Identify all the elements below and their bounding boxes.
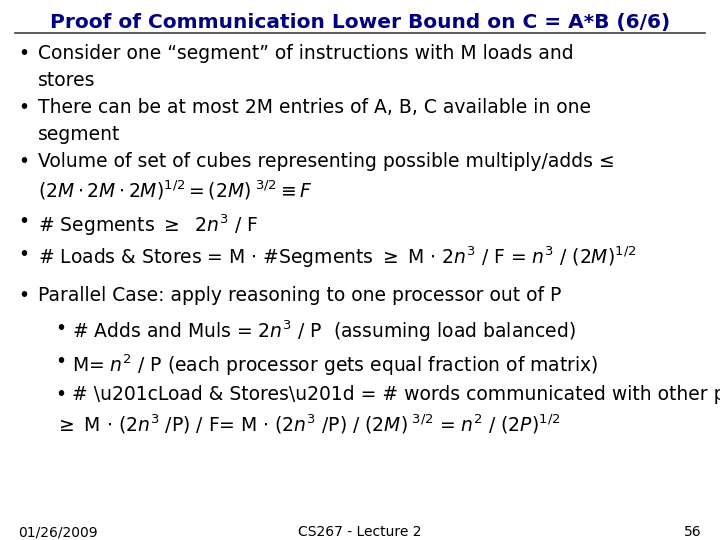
Text: Consider one “segment” of instructions with M loads and: Consider one “segment” of instructions w… [38, 44, 574, 63]
Text: $\geq$ M $\cdot$ $(2n^3$ /P) / F= M $\cdot$ $(2n^3$ /P) / $(2M)^{\ 3/2}$ = $n^2$: $\geq$ M $\cdot$ $(2n^3$ /P) / F= M $\cd… [55, 412, 560, 435]
Text: # \u201cLoad & Stores\u201d = # words communicated with other procs: # \u201cLoad & Stores\u201d = # words co… [72, 385, 720, 404]
Text: Proof of Communication Lower Bound on C = A*B (6/6): Proof of Communication Lower Bound on C … [50, 13, 670, 32]
Text: # Loads & Stores = M $\cdot$ #Segments $\geq$ M $\cdot$ $2n^3$ / F = $n^3$ / $(2: # Loads & Stores = M $\cdot$ #Segments $… [38, 245, 636, 271]
Text: CS267 - Lecture 2: CS267 - Lecture 2 [298, 525, 422, 539]
Text: •: • [55, 352, 66, 371]
Text: Volume of set of cubes representing possible multiply/adds ≤: Volume of set of cubes representing poss… [38, 152, 615, 171]
Text: Parallel Case: apply reasoning to one processor out of P: Parallel Case: apply reasoning to one pr… [38, 286, 562, 305]
Text: M= $n^2$ / P (each processor gets equal fraction of matrix): M= $n^2$ / P (each processor gets equal … [72, 352, 598, 377]
Text: segment: segment [38, 125, 120, 144]
Text: $(2M \cdot 2M \cdot 2M)^{1/2} = (2M)^{\ 3/2} \equiv F$: $(2M \cdot 2M \cdot 2M)^{1/2} = (2M)^{\ … [38, 179, 312, 202]
Text: stores: stores [38, 71, 96, 90]
Text: •: • [18, 286, 29, 305]
Text: There can be at most 2M entries of A, B, C available in one: There can be at most 2M entries of A, B,… [38, 98, 591, 117]
Text: 56: 56 [685, 525, 702, 539]
Text: •: • [18, 212, 29, 231]
Text: •: • [55, 385, 66, 404]
Text: •: • [18, 152, 29, 171]
Text: •: • [55, 319, 66, 338]
Text: 01/26/2009: 01/26/2009 [18, 525, 98, 539]
Text: •: • [18, 44, 29, 63]
Text: # Segments $\geq$  $2n^3$ / F: # Segments $\geq$ $2n^3$ / F [38, 212, 258, 238]
Text: •: • [18, 98, 29, 117]
Text: # Adds and Muls = $2n^3$ / P  (assuming load balanced): # Adds and Muls = $2n^3$ / P (assuming l… [72, 319, 576, 345]
Text: •: • [18, 245, 29, 264]
